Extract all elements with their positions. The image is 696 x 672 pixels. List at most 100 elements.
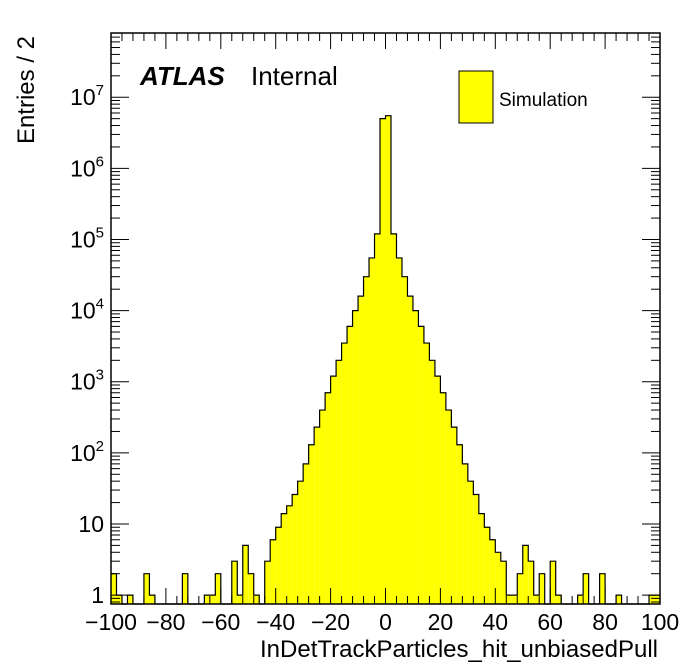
histogram-bar [489, 539, 496, 604]
histogram-bar [303, 463, 309, 604]
histogram-bar [336, 360, 342, 604]
histogram-bar [484, 527, 490, 604]
histogram-bar [473, 494, 479, 604]
histogram-bar [363, 276, 370, 604]
histogram-bar [319, 410, 326, 604]
histogram-bar [325, 392, 331, 604]
histogram-bar [495, 552, 501, 604]
histogram-bar [215, 573, 221, 604]
histogram-bar [358, 296, 364, 604]
y-axis-title: Entries / 2 [13, 36, 40, 144]
x-axis-title: InDetTrackParticles_hit_unbiasedPull [260, 636, 658, 663]
histogram-bar [528, 561, 534, 604]
histogram-bar [127, 595, 133, 604]
histogram-bar [467, 481, 474, 604]
histogram-bar [264, 561, 271, 604]
histogram-bar [286, 505, 293, 604]
x-tick-label: 60 [537, 609, 563, 635]
histogram-bar [143, 573, 150, 604]
histogram-bar [539, 573, 545, 604]
y-tick-label: 10 [78, 511, 104, 537]
histogram-bar [517, 573, 523, 604]
histogram-bar [506, 595, 512, 604]
histogram-bar [401, 276, 408, 604]
histogram-bar [237, 595, 243, 604]
x-tick-label: 0 [379, 609, 392, 635]
histogram-bar [599, 573, 606, 604]
histogram-bar [423, 343, 430, 604]
histogram-bar [407, 296, 413, 604]
x-axis-tick-labels: −100 −80 −60 −40 −20 0 20 40 60 80 100 [85, 609, 679, 635]
x-tick-label: −80 [146, 609, 185, 635]
histogram-bar [369, 257, 375, 604]
histogram-bar [149, 595, 155, 604]
histogram-bar [242, 545, 249, 604]
histogram-bar [341, 343, 348, 604]
y-tick-label: 107 [70, 82, 104, 110]
histogram-bar [116, 595, 122, 604]
internal-label: Internal [251, 61, 338, 91]
histogram-bar [522, 545, 529, 604]
histogram-bar [275, 527, 282, 604]
histogram-bar [204, 595, 210, 604]
histogram-bar [583, 573, 589, 604]
atlas-label: ATLAS [139, 61, 225, 91]
histogram-bar [385, 115, 391, 604]
x-tick-label: −60 [201, 609, 240, 635]
histogram-bar [550, 561, 556, 604]
y-axis-ticks [111, 32, 660, 603]
histogram-bar [330, 376, 337, 604]
x-tick-label: 100 [641, 609, 679, 635]
histogram-bar [390, 233, 397, 604]
x-tick-label: 20 [428, 609, 454, 635]
histogram-bar [511, 595, 518, 604]
histogram-bar [649, 595, 655, 604]
histogram-outline [111, 115, 660, 605]
histogram-bar [231, 561, 238, 604]
x-tick-label: −20 [311, 609, 350, 635]
x-axis-ticks [110, 33, 661, 604]
histogram-bar [577, 595, 584, 604]
histogram-bar [654, 595, 660, 604]
histogram-bar [418, 326, 424, 604]
histogram-bar [292, 494, 298, 604]
histogram-bar [478, 513, 485, 604]
histogram-bar [533, 595, 540, 604]
x-tick-label: −100 [85, 609, 137, 635]
histogram-bar [412, 310, 419, 604]
histogram-bar [182, 573, 188, 604]
histogram-bar [500, 561, 507, 604]
legend-label: Simulation [499, 90, 588, 111]
histogram-bar [445, 410, 452, 604]
histogram-bar [248, 573, 254, 604]
histogram-bar [380, 118, 386, 604]
histogram-bar [396, 257, 402, 604]
y-axis-tick-labels: 1 10 102 103 104 105 106 107 [70, 82, 104, 608]
x-tick-label: 80 [592, 609, 618, 635]
histogram-bar [352, 310, 359, 604]
histogram-bar [297, 481, 304, 604]
y-tick-label: 104 [70, 296, 104, 324]
x-tick-label: 40 [483, 609, 509, 635]
histogram-bar [440, 392, 446, 604]
y-tick-label: 103 [70, 367, 104, 395]
histogram-bar [555, 595, 562, 604]
histogram-bar [456, 444, 463, 604]
histogram-bar [616, 595, 622, 604]
histogram-bar [462, 463, 468, 604]
histogram-bar [434, 376, 441, 604]
histogram-bar [429, 360, 435, 604]
histogram-bar [270, 539, 276, 604]
histogram-bar [374, 233, 381, 604]
y-tick-label: 105 [70, 224, 104, 252]
y-tick-label: 1 [91, 582, 104, 608]
histogram-bar [308, 444, 315, 604]
histogram-bar [253, 595, 260, 604]
histogram-bars [111, 115, 660, 605]
x-tick-label: −40 [256, 609, 295, 635]
y-tick-label: 106 [70, 153, 104, 181]
histogram-bar [111, 573, 117, 604]
histogram-bar [281, 513, 287, 604]
histogram-bar [347, 326, 353, 604]
